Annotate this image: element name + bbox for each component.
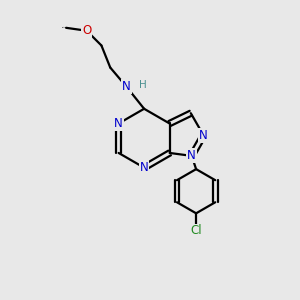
Text: Cl: Cl xyxy=(190,224,202,238)
Text: methoxy: methoxy xyxy=(61,27,68,28)
Text: N: N xyxy=(140,161,148,174)
Text: N: N xyxy=(114,117,123,130)
Text: N: N xyxy=(199,129,208,142)
Text: N: N xyxy=(187,149,196,162)
Text: N: N xyxy=(122,80,131,93)
Text: O: O xyxy=(82,24,91,37)
Text: H: H xyxy=(139,80,147,90)
